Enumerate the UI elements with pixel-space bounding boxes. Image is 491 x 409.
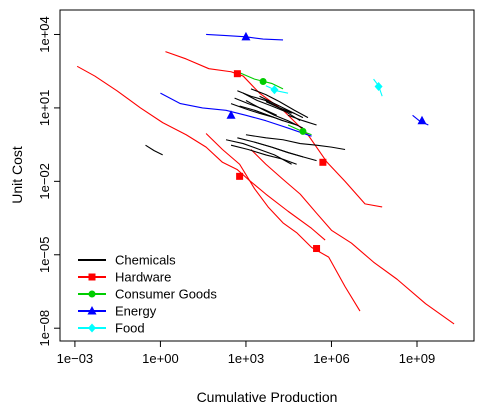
series-line-chemicals-24: [245, 134, 346, 151]
legend-label-hardware: Hardware: [115, 270, 171, 285]
legend-label-chemicals: Chemicals: [115, 253, 176, 268]
legend-marker-hardware: [88, 273, 96, 281]
y-tick-label-0: 1e−08: [37, 310, 52, 347]
series-marker-consumer-goods-8-0: [299, 127, 307, 135]
series-line-chemicals-21: [287, 114, 317, 126]
legend: Chemicals Hardware Consumer Goods Energy Foo…: [78, 253, 217, 336]
series-line-chemicals-20: [265, 101, 295, 114]
x-tick-label-4: 1e+09: [399, 351, 436, 366]
y-tick-label-1: 1e−05: [37, 237, 52, 274]
legend-label-food: Food: [115, 321, 145, 336]
series-marker-food-10-0: [374, 81, 383, 91]
x-tick-label-2: 1e+03: [228, 351, 265, 366]
marker-layer: [226, 31, 427, 253]
series-line-hardware-1: [205, 133, 361, 312]
x-axis-label: Cumulative Production: [197, 389, 338, 405]
series-line-chemicals-13: [242, 92, 301, 122]
series-line-chemicals-18: [250, 88, 309, 119]
series-marker-food-9-0: [270, 85, 279, 95]
series-layer: [76, 33, 455, 325]
legend-marker-consumer-goods: [88, 290, 96, 298]
series-line-chemicals-25: [230, 144, 297, 165]
x-tick-label-3: 1e+06: [313, 351, 350, 366]
series-marker-energy-5-0: [226, 110, 236, 119]
series-marker-energy-4-0: [241, 31, 251, 41]
series-line-energy-5: [160, 92, 312, 137]
series-line-chemicals-15: [245, 100, 304, 129]
y-tick-label-3: 1e+01: [37, 90, 52, 127]
series-line-chemicals-14: [230, 103, 275, 119]
series-line-chemicals-26: [254, 141, 317, 162]
series-line-chemicals-19: [259, 95, 304, 119]
x-tick-label-0: 1e−03: [57, 351, 94, 366]
legend-label-energy: Energy: [115, 304, 157, 319]
series-line-hardware-0: [76, 65, 326, 241]
y-axis-label: Unit Cost: [9, 146, 25, 204]
series-marker-hardware-3-0: [233, 70, 241, 78]
y-tick-label-2: 1e−02: [37, 163, 52, 200]
series-marker-hardware-3-1: [319, 158, 327, 166]
y-axis: 1e−08 1e−05 1e−02 1e+01 1e+04: [37, 16, 60, 346]
y-tick-label-4: 1e+04: [37, 16, 52, 53]
series-marker-energy-6-0: [417, 115, 427, 125]
series-marker-consumer-goods-7-0: [259, 77, 267, 85]
series-line-chemicals-27: [145, 144, 163, 156]
x-axis: 1e−03 1e+00 1e+03 1e+06 1e+09: [57, 341, 436, 366]
series-marker-hardware-0-0: [236, 172, 244, 180]
series-marker-hardware-1-0: [313, 245, 321, 253]
legend-label-consumer-goods: Consumer Goods: [115, 287, 217, 302]
plot-frame: [59, 9, 475, 342]
x-tick-label-1: 1e+00: [142, 351, 179, 366]
legend-marker-energy: [87, 306, 97, 315]
legend-marker-food: [88, 323, 96, 333]
series-line-chemicals-17: [239, 105, 284, 122]
series-line-hardware-2: [250, 149, 455, 325]
